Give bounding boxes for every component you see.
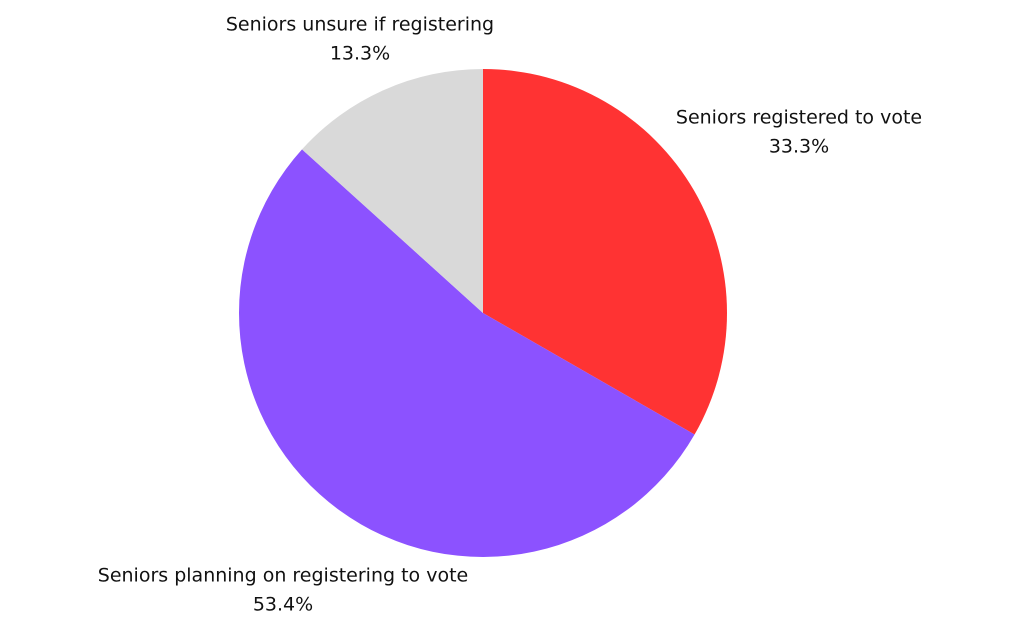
slice-value-label: 33.3% [769,136,829,158]
slice-label: Seniors registered to vote [676,107,922,129]
slice-value-label: 53.4% [253,594,313,616]
slice-value-label: 13.3% [330,43,390,65]
slice-label: Seniors planning on registering to vote [98,565,468,587]
pie-slice [483,69,727,435]
pie-slice [302,68,483,313]
slice-label: Seniors unsure if registering [226,14,494,36]
pie-slice [239,149,695,557]
